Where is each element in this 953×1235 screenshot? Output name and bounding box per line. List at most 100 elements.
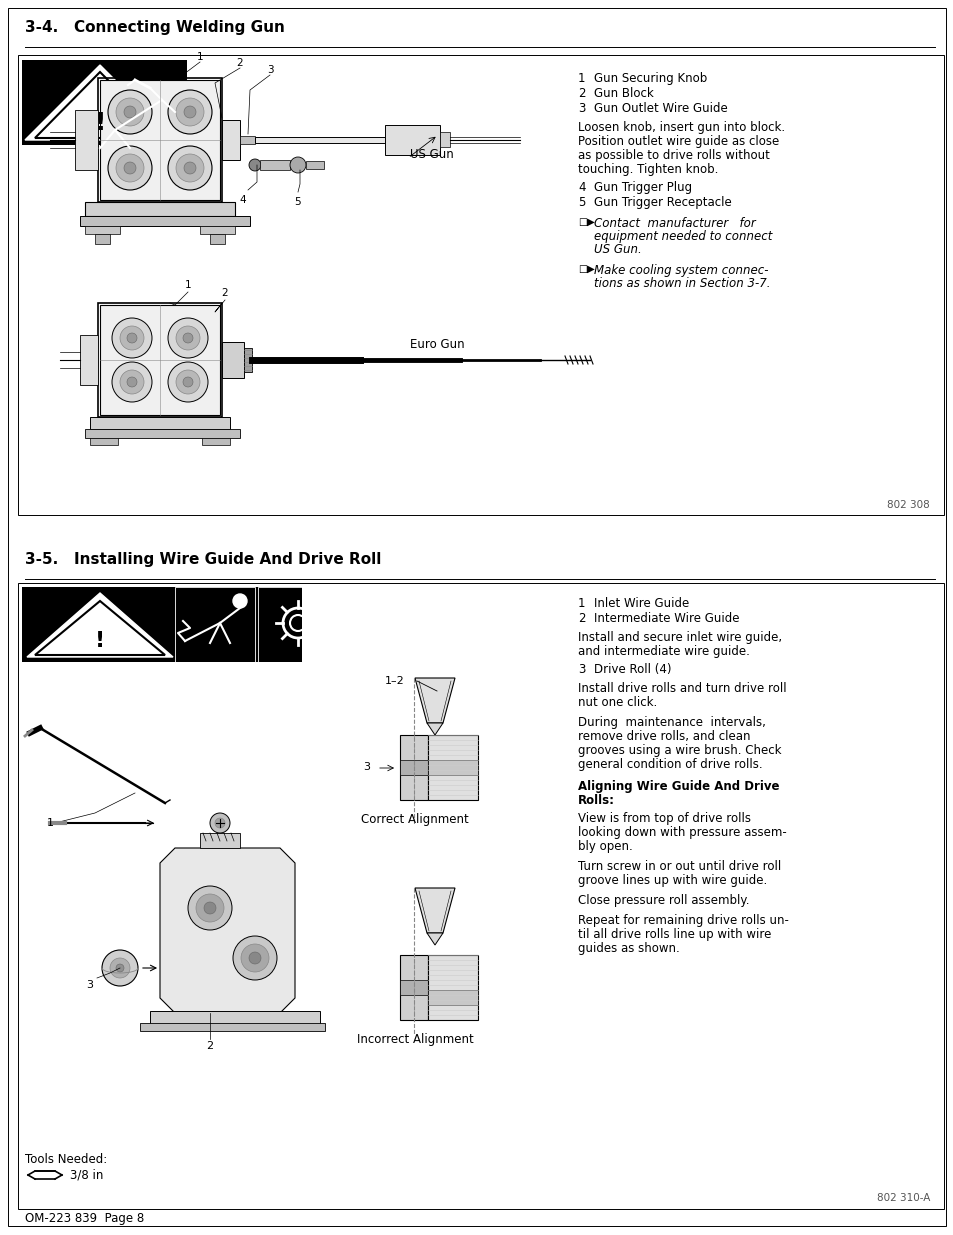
Bar [244,348,252,372]
Circle shape [120,370,144,394]
Bar [222,120,240,161]
Text: 1: 1 [578,72,585,85]
Circle shape [110,958,130,978]
Text: Repeat for remaining drive rolls un-: Repeat for remaining drive rolls un- [578,914,788,927]
Bar [100,305,220,415]
Bar [98,78,222,203]
Polygon shape [415,678,455,722]
Text: groove lines up with wire guide.: groove lines up with wire guide. [578,874,766,887]
Bar [174,587,254,662]
Circle shape [175,326,200,350]
Bar [202,438,230,445]
Circle shape [183,333,193,343]
Bar [254,137,385,143]
Bar [80,335,98,385]
Text: View is from top of drive rolls: View is from top of drive rolls [578,811,750,825]
Text: 3-4.   Connecting Welding Gun: 3-4. Connecting Welding Gun [25,20,285,35]
Circle shape [184,106,195,119]
Text: Gun Securing Knob: Gun Securing Knob [594,72,706,85]
Polygon shape [427,722,442,735]
Polygon shape [160,848,294,1013]
Circle shape [233,594,247,608]
Bar [22,587,302,662]
Circle shape [108,90,152,135]
Circle shape [249,159,261,170]
Bar [85,203,234,216]
Bar [150,1011,319,1025]
Circle shape [290,157,306,173]
Text: 3: 3 [87,981,93,990]
Text: Install drive rolls and turn drive roll: Install drive rolls and turn drive roll [578,682,786,695]
Text: 2: 2 [578,613,585,625]
Circle shape [168,90,212,135]
Bar [200,226,234,233]
Text: □▶: □▶ [578,217,594,227]
Circle shape [116,98,144,126]
Text: 2: 2 [221,288,228,298]
Text: 4: 4 [578,182,585,194]
Polygon shape [35,601,165,655]
Bar [428,990,477,1005]
Circle shape [210,813,230,832]
Text: 3: 3 [578,663,585,676]
Polygon shape [415,888,455,932]
Text: 3-5.   Installing Wire Guide And Drive Roll: 3-5. Installing Wire Guide And Drive Rol… [25,552,381,567]
Text: nut one click.: nut one click. [578,697,657,709]
Circle shape [175,370,200,394]
Bar [260,161,290,170]
Circle shape [168,317,208,358]
Text: Euro Gun: Euro Gun [410,338,464,352]
Text: 1: 1 [185,280,192,290]
Text: 802 308: 802 308 [886,500,929,510]
Text: !: ! [94,111,106,135]
Circle shape [241,944,269,972]
Circle shape [175,98,204,126]
Bar [257,587,337,662]
Text: Install and secure inlet wire guide,: Install and secure inlet wire guide, [578,631,781,643]
Text: til all drive rolls line up with wire: til all drive rolls line up with wire [578,927,771,941]
Text: 3: 3 [267,65,273,75]
Bar [399,735,428,800]
Text: Gun Block: Gun Block [594,86,653,100]
Text: Aligning Wire Guide And Drive: Aligning Wire Guide And Drive [578,781,779,793]
Circle shape [116,154,144,182]
Text: 5: 5 [578,196,585,209]
Circle shape [168,362,208,403]
Text: bly open.: bly open. [578,840,632,853]
Text: Contact  manufacturer   for: Contact manufacturer for [594,217,755,230]
Circle shape [108,146,152,190]
Text: 5: 5 [294,198,301,207]
Bar [439,132,450,147]
Polygon shape [427,932,442,945]
Bar [18,56,943,515]
Bar [385,125,439,156]
Polygon shape [25,65,174,140]
Bar [100,80,220,200]
Polygon shape [27,593,172,657]
Circle shape [195,894,224,923]
Bar [306,161,324,169]
Bar [85,226,120,233]
Polygon shape [200,832,240,848]
Text: Correct Alignment: Correct Alignment [361,813,468,826]
Bar [399,981,428,995]
Bar [90,417,230,429]
Text: 1–2: 1–2 [385,676,404,685]
Text: Position outlet wire guide as close: Position outlet wire guide as close [578,135,779,148]
Bar [85,429,240,438]
Text: Gun Trigger Receptacle: Gun Trigger Receptacle [594,196,731,209]
Text: Gun Trigger Plug: Gun Trigger Plug [594,182,691,194]
Text: 802 310-A: 802 310-A [876,1193,929,1203]
Bar [399,760,428,776]
Text: 1: 1 [47,818,53,827]
Text: 1: 1 [196,52,203,62]
Text: Incorrect Alignment: Incorrect Alignment [356,1032,473,1046]
Bar [428,735,477,800]
Circle shape [120,326,144,350]
Circle shape [204,902,215,914]
Circle shape [184,162,195,174]
Circle shape [127,377,137,387]
Circle shape [127,333,137,343]
Text: and intermediate wire guide.: and intermediate wire guide. [578,645,749,658]
Bar [240,136,254,144]
